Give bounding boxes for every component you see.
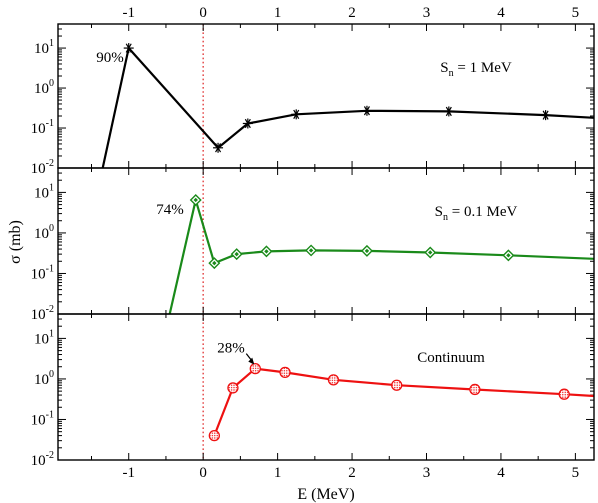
x-tick-label-top: 3 xyxy=(423,5,431,21)
data-point xyxy=(249,362,261,375)
y-tick-label: 10-1 xyxy=(31,118,54,137)
y-tick-label: 101 xyxy=(34,328,54,347)
x-tick-label-top: 1 xyxy=(274,5,282,21)
data-point xyxy=(391,379,403,391)
diamond-marker-inner xyxy=(264,249,269,254)
x-tick-label-top: 2 xyxy=(348,5,356,21)
y-tick-label: 10-2 xyxy=(31,158,54,177)
x-tick-label-top: 5 xyxy=(572,5,580,21)
panel-frame xyxy=(57,23,595,169)
y-tick-label: 10-1 xyxy=(31,263,54,282)
x-tick-label-bottom: 1 xyxy=(274,465,282,481)
data-point xyxy=(242,118,253,129)
data-point xyxy=(360,244,373,257)
data-point xyxy=(279,366,291,379)
data-point xyxy=(327,374,340,386)
x-axis-title: E (MeV) xyxy=(297,486,354,503)
y-tick-label: 101 xyxy=(34,38,54,57)
diamond-marker-inner xyxy=(212,260,217,266)
data-point xyxy=(189,193,202,206)
annotation-arrowhead xyxy=(248,357,255,365)
panel-label: Continuum xyxy=(417,350,485,366)
y-tick-label: 101 xyxy=(34,182,54,201)
panel-label: Sn = 0.1 MeV xyxy=(435,204,518,223)
data-point xyxy=(540,110,551,121)
diamond-marker-inner xyxy=(506,253,511,258)
data-point xyxy=(502,249,515,262)
data-point xyxy=(305,244,318,257)
y-tick-label: 100 xyxy=(34,369,54,388)
data-point xyxy=(558,388,570,400)
data-point xyxy=(424,246,437,259)
y-axis-title: σ (mb) xyxy=(7,220,24,264)
series-line xyxy=(168,195,594,314)
panel-frame xyxy=(57,167,595,315)
y-tick-label: 100 xyxy=(34,78,54,97)
data-point xyxy=(213,142,224,153)
data-point xyxy=(443,106,454,117)
panel-frame xyxy=(57,313,595,461)
y-tick-label: 10-1 xyxy=(31,409,54,428)
y-tick-label: 10-2 xyxy=(31,304,54,323)
data-point xyxy=(469,383,481,396)
x-tick-label-bottom: 5 xyxy=(572,465,580,481)
peak-annotation: 74% xyxy=(156,202,184,218)
panel-1: 101 100 10-1 10-2 Sn = 1 MeV 90% xyxy=(31,23,595,177)
x-tick-label-bottom: 2 xyxy=(348,465,356,481)
y-tick-label: 100 xyxy=(34,223,54,242)
data-point xyxy=(230,248,243,261)
x-tick-label-bottom: 4 xyxy=(497,465,505,481)
x-tick-label-top: 0 xyxy=(199,5,207,21)
x-tick-label-bottom: 0 xyxy=(199,465,207,481)
data-point xyxy=(208,257,221,270)
diamond-marker-inner xyxy=(308,248,314,253)
data-point xyxy=(208,429,220,442)
series-line xyxy=(101,45,594,168)
data-point xyxy=(291,109,302,120)
peak-annotation: 90% xyxy=(96,50,124,66)
data-point xyxy=(227,382,239,394)
series-line xyxy=(213,367,594,436)
data-point xyxy=(361,105,372,116)
x-tick-label-bottom: 3 xyxy=(423,465,431,481)
panel-3: 101 100 10-1 10-2 Continuum 28% xyxy=(31,313,595,469)
peak-annotation: 28% xyxy=(217,341,245,357)
panel-label: Sn = 1 MeV xyxy=(440,60,512,79)
x-tick-label-bottom: -1 xyxy=(122,465,135,481)
data-point xyxy=(260,245,273,258)
data-point xyxy=(123,43,134,54)
y-tick-label: 10-2 xyxy=(31,450,54,469)
panel-2: 101 100 10-1 10-2 Sn = 0.1 MeV 74% xyxy=(31,167,595,323)
diamond-marker-inner xyxy=(428,250,433,255)
diamond-marker-inner xyxy=(234,251,239,257)
diamond-marker-inner xyxy=(193,197,198,203)
x-tick-label-top: -1 xyxy=(122,5,135,21)
diamond-marker-inner xyxy=(364,248,370,254)
x-tick-label-top: 4 xyxy=(497,5,505,21)
